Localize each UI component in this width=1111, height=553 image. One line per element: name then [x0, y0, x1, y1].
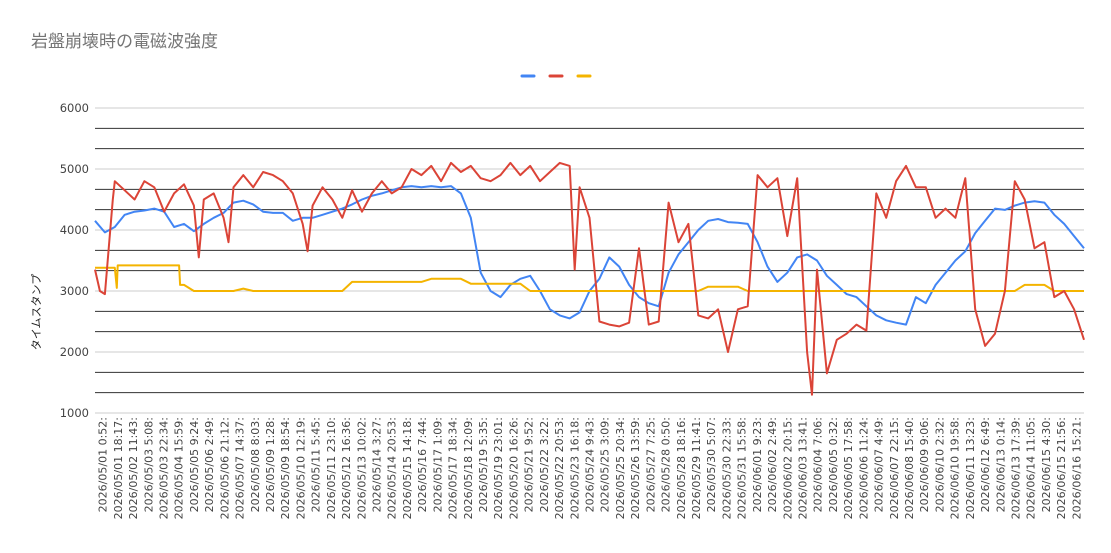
x-tick-label: 2026/05/22 20:53: — [553, 417, 566, 519]
series-line-2 — [94, 161, 1085, 396]
x-tick-label: 2026/05/17 18:34: — [447, 417, 460, 519]
x-tick-label: 2026/05/06 21:12: — [218, 417, 231, 519]
x-tick-label: 2026/06/14 11:05: — [1025, 417, 1038, 519]
x-tick-label: 2026/06/09 9:06: — [918, 417, 931, 512]
x-tick-label: 2026/05/16 7:44: — [416, 417, 429, 512]
y-tick-label: 4000 — [60, 223, 89, 237]
x-tick-label: 2026/05/13 10:02: — [355, 417, 368, 519]
x-tick-label: 2026/06/02 20:15: — [781, 417, 794, 519]
x-tick-label: 2026/05/19 5:35: — [477, 417, 490, 512]
x-tick-label: 2026/05/29 11:41: — [690, 417, 703, 519]
x-tick-label: 2026/05/03 5:08: — [142, 417, 155, 512]
x-axis-ticks: 2026/05/01 0:52: 2026/05/01 18:17: 2026/05… — [97, 417, 1084, 519]
y-tick-label: 5000 — [60, 162, 89, 176]
x-tick-label: 2026/05/01 18:17: — [112, 417, 125, 519]
x-tick-label: 2026/06/16 15:21: — [1070, 417, 1083, 519]
x-tick-label: 2026/06/15 21:56: — [1055, 417, 1068, 519]
gridlines — [95, 107, 1084, 414]
x-tick-label: 2026/05/09 1:28: — [264, 417, 277, 512]
x-tick-label: 2026/06/06 11:24: — [857, 417, 870, 519]
x-tick-label: 2026/05/11 23:10: — [325, 417, 338, 519]
series-line-3 — [95, 264, 1084, 292]
x-tick-label: 2026/05/12 16:36: — [340, 417, 353, 519]
x-tick-label: 2026/05/06 2:49: — [203, 417, 216, 512]
x-tick-label: 2026/05/26 13:59: — [629, 417, 642, 519]
x-tick-label: 2026/05/18 12:09: — [462, 417, 475, 519]
x-tick-label: 2026/05/14 3:27: — [371, 417, 384, 512]
x-tick-label: 2026/06/08 15:40: — [903, 417, 916, 519]
x-tick-label: 2026/06/10 2:32: — [934, 417, 947, 512]
x-tick-label: 2026/05/24 9:43: — [584, 417, 597, 512]
x-tick-label: 2026/06/15 4:30: — [1040, 417, 1053, 512]
x-tick-label: 2026/05/11 5:45: — [310, 417, 323, 512]
x-tick-label: 2026/06/01 9:23: — [751, 417, 764, 512]
x-tick-label: 2026/06/05 0:32: — [827, 417, 840, 512]
y-tick-label: 1000 — [60, 406, 89, 420]
x-tick-label: 2026/06/05 17:58: — [842, 417, 855, 519]
x-tick-label: 2026/05/23 16:18: — [568, 417, 581, 519]
x-tick-label: 2026/05/02 11:43: — [127, 417, 140, 519]
x-tick-label: 2026/05/27 7:25: — [644, 417, 657, 512]
x-tick-label: 2026/05/17 1:09: — [431, 417, 444, 512]
y-axis-ticks: 1000 2000 3000 4000 5000 6000 — [60, 101, 89, 420]
x-tick-label: 2026/05/31 15:58: — [736, 417, 749, 519]
y-axis-label: タイムスタンプ — [30, 274, 43, 350]
x-tick-label: 2026/06/04 7:06: — [812, 417, 825, 512]
x-tick-label: 2026/06/07 4:49: — [873, 417, 886, 512]
x-tick-label: 2026/06/02 2:49: — [766, 417, 779, 512]
x-tick-label: 2026/05/19 23:01: — [492, 417, 505, 519]
x-tick-label: 2026/06/10 19:58: — [949, 417, 962, 519]
x-tick-label: 2026/05/04 15:59: — [173, 417, 186, 519]
x-tick-label: 2026/06/13 17:39: — [1010, 417, 1023, 519]
x-tick-label: 2026/05/07 14:37: — [234, 417, 247, 519]
x-tick-label: 2026/05/03 22:34: — [158, 417, 171, 519]
series-lines — [94, 161, 1085, 396]
x-tick-label: 2026/05/28 0:50: — [660, 417, 673, 512]
x-tick-label: 2026/06/07 22:15: — [888, 417, 901, 519]
x-tick-label: 2026/05/25 20:34: — [614, 417, 627, 519]
y-tick-label: 2000 — [60, 345, 89, 359]
x-tick-label: 2026/06/03 13:41: — [797, 417, 810, 519]
x-tick-label: 2026/06/11 13:23: — [964, 417, 977, 519]
x-tick-label: 2026/05/21 9:52: — [523, 417, 536, 512]
chart-title: 岩盤崩壊時の電磁波強度 — [31, 32, 218, 52]
x-tick-label: 2026/05/09 18:54: — [279, 417, 292, 519]
x-tick-label: 2026/05/08 8:03: — [249, 417, 262, 512]
y-tick-label: 6000 — [60, 101, 89, 115]
x-tick-label: 2026/05/22 3:22: — [538, 417, 551, 512]
x-tick-label: 2026/05/10 12:19: — [294, 417, 307, 519]
x-tick-label: 2026/05/05 9:24: — [188, 417, 201, 512]
y-tick-label: 3000 — [60, 284, 89, 298]
x-tick-label: 2026/05/25 3:09: — [599, 417, 612, 512]
x-tick-label: 2026/06/12 6:49: — [979, 417, 992, 512]
x-tick-label: 2026/05/20 16:26: — [507, 417, 520, 519]
x-tick-label: 2026/05/28 18:16: — [675, 417, 688, 519]
series-line-1 — [94, 185, 1085, 326]
x-tick-label: 2026/05/15 14:18: — [401, 417, 414, 519]
x-tick-label: 2026/05/30 5:07: — [705, 417, 718, 512]
x-tick-label: 2026/05/30 22:33: — [720, 417, 733, 519]
x-tick-label: 2026/06/13 0:14: — [994, 417, 1007, 512]
x-tick-label: 2026/05/14 20:53: — [386, 417, 399, 519]
x-tick-label: 2026/05/01 0:52: — [97, 417, 110, 512]
